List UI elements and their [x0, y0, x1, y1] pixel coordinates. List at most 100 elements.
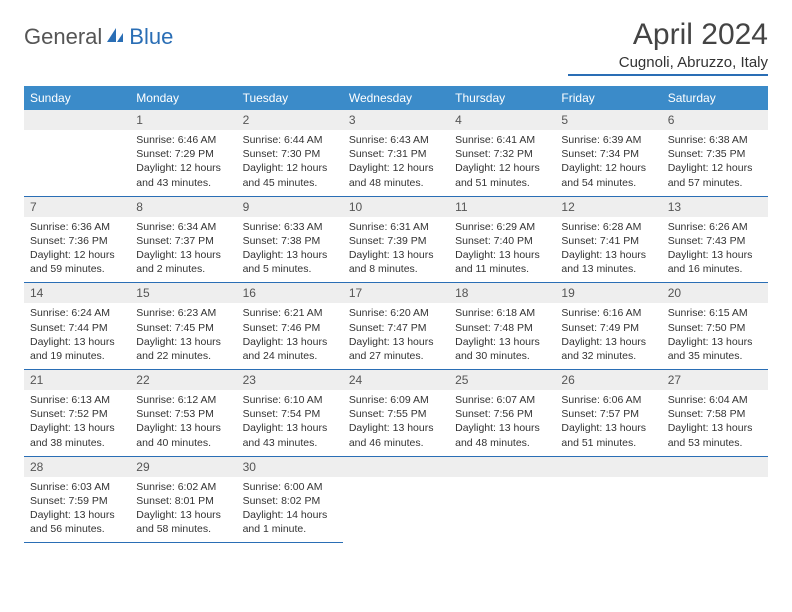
day-number: 20: [662, 283, 768, 303]
day-details: Sunrise: 6:06 AMSunset: 7:57 PMDaylight:…: [555, 390, 661, 456]
day-details: Sunrise: 6:00 AMSunset: 8:02 PMDaylight:…: [237, 477, 343, 543]
logo: General Blue: [24, 18, 173, 50]
calendar-cell: 30Sunrise: 6:00 AMSunset: 8:02 PMDayligh…: [237, 456, 343, 543]
daylight-text: Daylight: 13 hours and 8 minutes.: [349, 248, 443, 276]
calendar-cell: 21Sunrise: 6:13 AMSunset: 7:52 PMDayligh…: [24, 370, 130, 457]
day-details: Sunrise: 6:39 AMSunset: 7:34 PMDaylight:…: [555, 130, 661, 196]
logo-text-blue: Blue: [129, 24, 173, 50]
day-details: Sunrise: 6:04 AMSunset: 7:58 PMDaylight:…: [662, 390, 768, 456]
day-header-fri: Friday: [555, 86, 661, 110]
day-number: 28: [24, 457, 130, 477]
sunrise-text: Sunrise: 6:02 AM: [136, 480, 230, 494]
daylight-text: Daylight: 13 hours and 16 minutes.: [668, 248, 762, 276]
daylight-text: Daylight: 13 hours and 56 minutes.: [30, 508, 124, 536]
sunset-text: Sunset: 7:29 PM: [136, 147, 230, 161]
sunrise-text: Sunrise: 6:18 AM: [455, 306, 549, 320]
calendar-cell: 4Sunrise: 6:41 AMSunset: 7:32 PMDaylight…: [449, 110, 555, 196]
calendar-cell: 1Sunrise: 6:46 AMSunset: 7:29 PMDaylight…: [130, 110, 236, 196]
daylight-text: Daylight: 13 hours and 53 minutes.: [668, 421, 762, 449]
sunrise-text: Sunrise: 6:06 AM: [561, 393, 655, 407]
day-details: Sunrise: 6:15 AMSunset: 7:50 PMDaylight:…: [662, 303, 768, 369]
sunrise-text: Sunrise: 6:24 AM: [30, 306, 124, 320]
sunset-text: Sunset: 7:48 PM: [455, 321, 549, 335]
calendar-cell: 24Sunrise: 6:09 AMSunset: 7:55 PMDayligh…: [343, 370, 449, 457]
sunrise-text: Sunrise: 6:34 AM: [136, 220, 230, 234]
calendar-cell: 26Sunrise: 6:06 AMSunset: 7:57 PMDayligh…: [555, 370, 661, 457]
day-details: Sunrise: 6:44 AMSunset: 7:30 PMDaylight:…: [237, 130, 343, 196]
day-number: 19: [555, 283, 661, 303]
day-header-sun: Sunday: [24, 86, 130, 110]
day-details: Sunrise: 6:43 AMSunset: 7:31 PMDaylight:…: [343, 130, 449, 196]
daylight-text: Daylight: 13 hours and 19 minutes.: [30, 335, 124, 363]
sunset-text: Sunset: 7:44 PM: [30, 321, 124, 335]
calendar-cell: [662, 456, 768, 543]
sunset-text: Sunset: 7:53 PM: [136, 407, 230, 421]
day-details: Sunrise: 6:33 AMSunset: 7:38 PMDaylight:…: [237, 217, 343, 283]
daylight-text: Daylight: 12 hours and 45 minutes.: [243, 161, 337, 189]
daylight-text: Daylight: 12 hours and 43 minutes.: [136, 161, 230, 189]
day-details: Sunrise: 6:20 AMSunset: 7:47 PMDaylight:…: [343, 303, 449, 369]
sunset-text: Sunset: 7:52 PM: [30, 407, 124, 421]
sunrise-text: Sunrise: 6:15 AM: [668, 306, 762, 320]
day-number: 10: [343, 197, 449, 217]
day-details: Sunrise: 6:36 AMSunset: 7:36 PMDaylight:…: [24, 217, 130, 283]
day-number: 27: [662, 370, 768, 390]
daylight-text: Daylight: 13 hours and 2 minutes.: [136, 248, 230, 276]
sunrise-text: Sunrise: 6:04 AM: [668, 393, 762, 407]
sunset-text: Sunset: 7:58 PM: [668, 407, 762, 421]
sunrise-text: Sunrise: 6:43 AM: [349, 133, 443, 147]
sunset-text: Sunset: 7:35 PM: [668, 147, 762, 161]
calendar-cell: 11Sunrise: 6:29 AMSunset: 7:40 PMDayligh…: [449, 196, 555, 283]
sunrise-text: Sunrise: 6:26 AM: [668, 220, 762, 234]
sunrise-text: Sunrise: 6:13 AM: [30, 393, 124, 407]
day-details: [555, 477, 661, 486]
day-number: 2: [237, 110, 343, 130]
sunset-text: Sunset: 7:38 PM: [243, 234, 337, 248]
daylight-text: Daylight: 12 hours and 59 minutes.: [30, 248, 124, 276]
sunrise-text: Sunrise: 6:38 AM: [668, 133, 762, 147]
day-details: [662, 477, 768, 486]
daylight-text: Daylight: 13 hours and 43 minutes.: [243, 421, 337, 449]
day-number: 11: [449, 197, 555, 217]
sunrise-text: Sunrise: 6:23 AM: [136, 306, 230, 320]
calendar-week: 14Sunrise: 6:24 AMSunset: 7:44 PMDayligh…: [24, 283, 768, 370]
sunrise-text: Sunrise: 6:29 AM: [455, 220, 549, 234]
header: General Blue April 2024 Cugnoli, Abruzzo…: [24, 18, 768, 76]
sunrise-text: Sunrise: 6:39 AM: [561, 133, 655, 147]
sunrise-text: Sunrise: 6:00 AM: [243, 480, 337, 494]
sunrise-text: Sunrise: 6:07 AM: [455, 393, 549, 407]
daylight-text: Daylight: 13 hours and 35 minutes.: [668, 335, 762, 363]
sunrise-text: Sunrise: 6:33 AM: [243, 220, 337, 234]
calendar-cell: [24, 110, 130, 196]
day-details: Sunrise: 6:46 AMSunset: 7:29 PMDaylight:…: [130, 130, 236, 196]
calendar-cell: 20Sunrise: 6:15 AMSunset: 7:50 PMDayligh…: [662, 283, 768, 370]
calendar-cell: [343, 456, 449, 543]
calendar-cell: 9Sunrise: 6:33 AMSunset: 7:38 PMDaylight…: [237, 196, 343, 283]
calendar-cell: 7Sunrise: 6:36 AMSunset: 7:36 PMDaylight…: [24, 196, 130, 283]
calendar-week: 21Sunrise: 6:13 AMSunset: 7:52 PMDayligh…: [24, 370, 768, 457]
sunrise-text: Sunrise: 6:46 AM: [136, 133, 230, 147]
calendar-cell: 22Sunrise: 6:12 AMSunset: 7:53 PMDayligh…: [130, 370, 236, 457]
sunset-text: Sunset: 7:57 PM: [561, 407, 655, 421]
day-header-mon: Monday: [130, 86, 236, 110]
calendar-cell: 29Sunrise: 6:02 AMSunset: 8:01 PMDayligh…: [130, 456, 236, 543]
sunset-text: Sunset: 7:47 PM: [349, 321, 443, 335]
day-header-tue: Tuesday: [237, 86, 343, 110]
calendar-cell: 19Sunrise: 6:16 AMSunset: 7:49 PMDayligh…: [555, 283, 661, 370]
calendar-cell: 25Sunrise: 6:07 AMSunset: 7:56 PMDayligh…: [449, 370, 555, 457]
sunset-text: Sunset: 7:50 PM: [668, 321, 762, 335]
sunset-text: Sunset: 7:37 PM: [136, 234, 230, 248]
calendar-week: 1Sunrise: 6:46 AMSunset: 7:29 PMDaylight…: [24, 110, 768, 196]
day-details: Sunrise: 6:16 AMSunset: 7:49 PMDaylight:…: [555, 303, 661, 369]
day-number: 6: [662, 110, 768, 130]
day-header-thu: Thursday: [449, 86, 555, 110]
calendar-week: 7Sunrise: 6:36 AMSunset: 7:36 PMDaylight…: [24, 196, 768, 283]
daylight-text: Daylight: 13 hours and 38 minutes.: [30, 421, 124, 449]
day-details: [343, 477, 449, 486]
day-details: Sunrise: 6:34 AMSunset: 7:37 PMDaylight:…: [130, 217, 236, 283]
sunset-text: Sunset: 7:41 PM: [561, 234, 655, 248]
daylight-text: Daylight: 13 hours and 24 minutes.: [243, 335, 337, 363]
day-number: 25: [449, 370, 555, 390]
daylight-text: Daylight: 13 hours and 27 minutes.: [349, 335, 443, 363]
sunset-text: Sunset: 7:32 PM: [455, 147, 549, 161]
